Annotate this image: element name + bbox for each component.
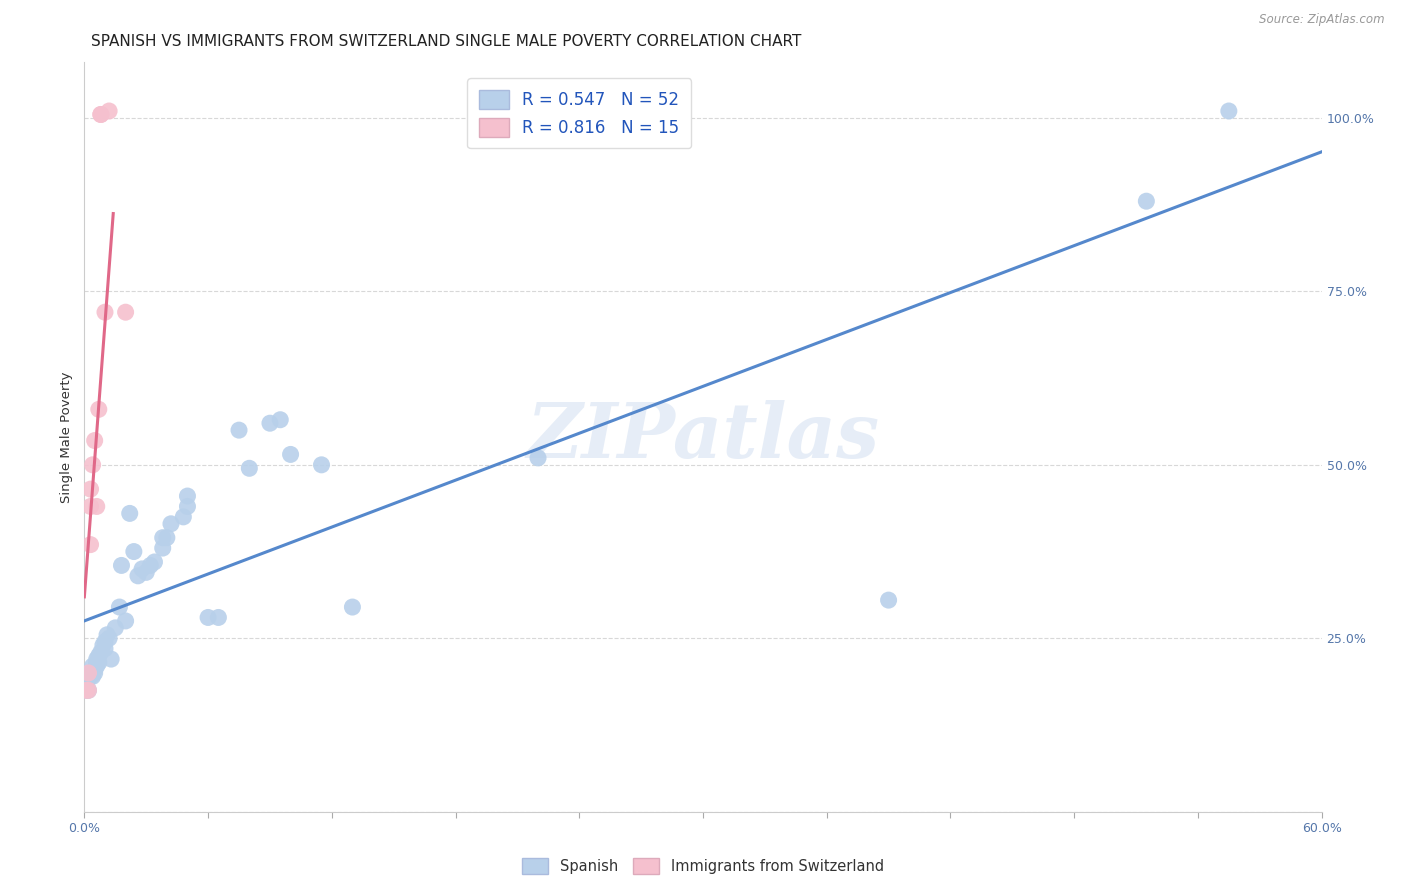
Point: [86, 656, 108, 670]
Point: [527, 450, 550, 465]
Point: [83, 434, 105, 448]
Point: [176, 500, 198, 514]
Point: [228, 423, 250, 437]
Point: [131, 562, 153, 576]
Point: [1135, 194, 1157, 209]
Point: [83, 665, 105, 680]
Point: [160, 516, 183, 531]
Point: [94, 641, 117, 656]
Point: [77, 665, 100, 680]
Point: [86, 652, 108, 666]
Point: [238, 461, 260, 475]
Legend: R = 0.547   N = 52, R = 0.816   N = 15: R = 0.547 N = 52, R = 0.816 N = 15: [467, 78, 692, 148]
Point: [176, 489, 198, 503]
Point: [91, 638, 114, 652]
Point: [90, 645, 112, 659]
Point: [77, 683, 100, 698]
Point: [197, 610, 219, 624]
Point: [77, 669, 100, 683]
Point: [79, 669, 101, 683]
Point: [342, 600, 364, 615]
Y-axis label: Single Male Poverty: Single Male Poverty: [60, 371, 73, 503]
Point: [79, 538, 101, 552]
Point: [79, 482, 101, 496]
Point: [127, 569, 149, 583]
Point: [87, 656, 110, 670]
Point: [86, 659, 108, 673]
Point: [100, 652, 122, 666]
Point: [77, 683, 100, 698]
Text: ZIPatlas: ZIPatlas: [526, 401, 880, 474]
Point: [98, 103, 121, 118]
Point: [94, 305, 117, 319]
Point: [280, 447, 302, 461]
Point: [104, 621, 127, 635]
Point: [87, 648, 110, 663]
Point: [135, 566, 157, 580]
Point: [83, 663, 105, 677]
Point: [98, 632, 121, 646]
Point: [269, 413, 291, 427]
Point: [90, 107, 112, 121]
Point: [79, 665, 101, 680]
Point: [122, 544, 145, 558]
Point: [82, 659, 104, 673]
Point: [94, 634, 117, 648]
Point: [139, 558, 162, 573]
Point: [114, 305, 136, 319]
Point: [152, 531, 174, 545]
Point: [143, 555, 166, 569]
Text: Source: ZipAtlas.com: Source: ZipAtlas.com: [1260, 13, 1385, 27]
Point: [82, 458, 104, 472]
Point: [207, 610, 229, 624]
Point: [152, 541, 174, 555]
Point: [82, 669, 104, 683]
Point: [118, 507, 141, 521]
Point: [87, 402, 110, 417]
Point: [79, 500, 101, 514]
Legend: Spanish, Immigrants from Switzerland: Spanish, Immigrants from Switzerland: [516, 852, 890, 880]
Point: [114, 614, 136, 628]
Point: [1218, 103, 1240, 118]
Point: [96, 628, 118, 642]
Point: [259, 416, 281, 430]
Point: [90, 107, 112, 121]
Point: [156, 531, 179, 545]
Point: [311, 458, 333, 472]
Point: [75, 683, 97, 698]
Point: [877, 593, 900, 607]
Point: [86, 500, 108, 514]
Point: [108, 600, 131, 615]
Text: SPANISH VS IMMIGRANTS FROM SWITZERLAND SINGLE MALE POVERTY CORRELATION CHART: SPANISH VS IMMIGRANTS FROM SWITZERLAND S…: [91, 34, 801, 49]
Point: [172, 509, 194, 524]
Point: [75, 683, 97, 698]
Point: [110, 558, 132, 573]
